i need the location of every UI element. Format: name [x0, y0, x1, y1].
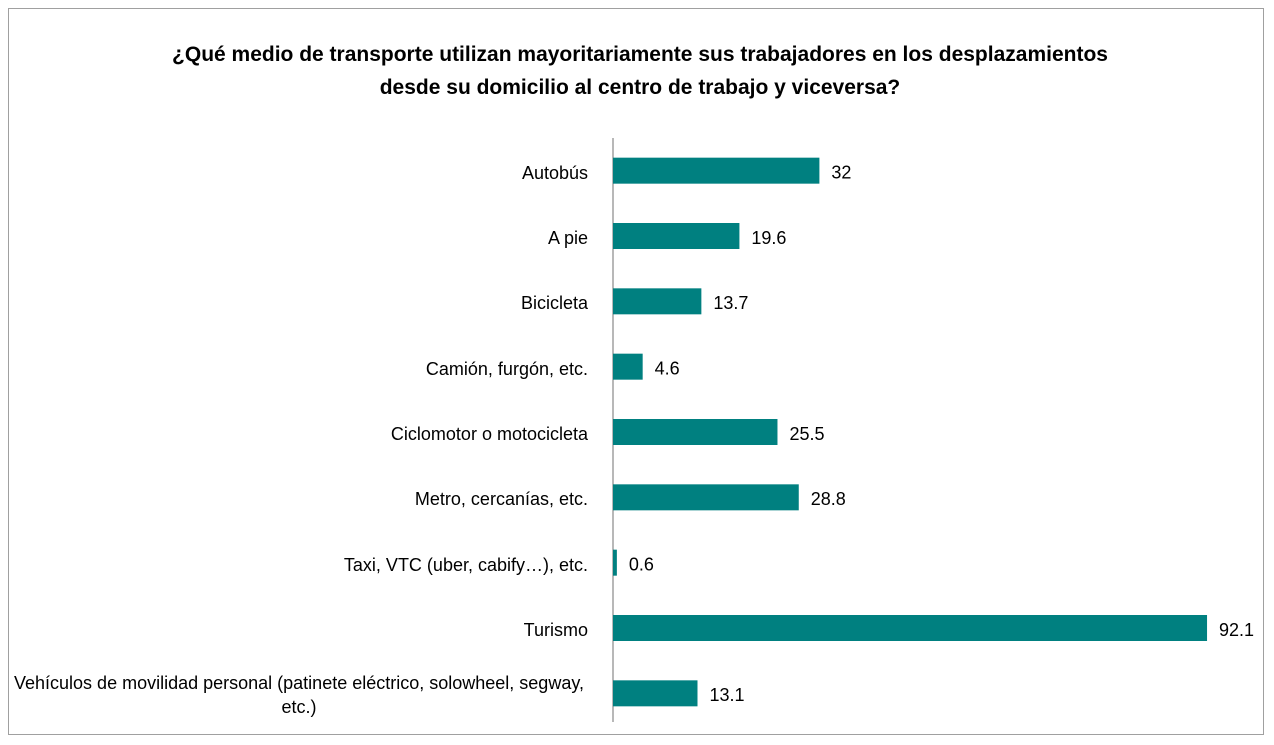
category-text: Ciclomotor o motocicleta: [390, 424, 588, 444]
category-label: Bicicleta: [10, 291, 588, 315]
category-text: Turismo: [523, 620, 588, 640]
category-text: A pie: [547, 228, 588, 248]
category-label: Taxi, VTC (uber, cabify…), etc.: [10, 553, 588, 577]
category-text: Bicicleta: [520, 293, 588, 314]
value-label: 4.6: [655, 358, 680, 378]
value-label: 19.6: [751, 228, 786, 248]
value-label: 25.5: [789, 424, 824, 444]
value-label: 0.6: [629, 554, 654, 574]
category-text: Vehículos de movilidad personal (patinet…: [14, 673, 584, 718]
chart-title: ¿Qué medio de transporte utilizan mayori…: [172, 43, 1108, 99]
bar: [613, 353, 643, 380]
category-text: Camión, furgón, etc.: [425, 358, 588, 379]
category-label: Metro, cercanías, etc.: [10, 487, 588, 511]
category-label: A pie: [10, 226, 588, 250]
value-label: 32: [831, 162, 851, 182]
value-label: 28.8: [811, 489, 846, 509]
category-text: Taxi, VTC (uber, cabify…), etc.: [343, 554, 588, 575]
category-text: Metro, cercanías, etc.: [414, 489, 588, 510]
category-label: Vehículos de movilidad personal (patinet…: [10, 671, 588, 719]
category-text: Autobús: [521, 162, 588, 183]
value-label: 13.1: [709, 685, 744, 705]
value-label: 13.7: [713, 293, 748, 313]
bar: [613, 288, 702, 315]
bar: [613, 157, 820, 184]
category-label: Ciclomotor o motocicleta: [10, 422, 588, 446]
category-label: Camión, furgón, etc.: [10, 357, 588, 381]
category-label: Turismo: [10, 618, 588, 642]
bar: [613, 223, 740, 249]
chart-frame: [8, 8, 1264, 735]
category-label: Autobús: [10, 161, 588, 185]
value-label: 92.1: [1219, 620, 1254, 640]
bar: [613, 615, 1208, 641]
bar: [613, 419, 778, 445]
bar: [613, 484, 799, 511]
bar: [613, 680, 698, 707]
bar: [613, 549, 617, 576]
